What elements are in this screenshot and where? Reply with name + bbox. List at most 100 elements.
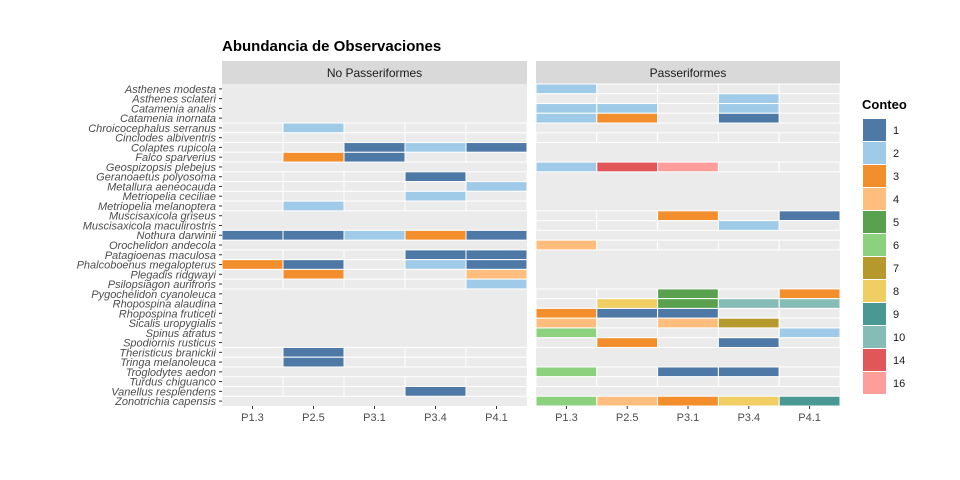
y-tick-label: Vanellus resplendens xyxy=(111,386,216,398)
tile-falco-sparverius-p1-3 xyxy=(221,151,284,163)
tile-muscisaxicola-griseus-p3-1 xyxy=(657,210,719,222)
x-tick-label: P3.4 xyxy=(424,412,447,424)
tile-spodiornis-rusticus-p2-5 xyxy=(596,337,659,348)
y-tick-label: Catamenia analis xyxy=(131,103,216,115)
y-tick-label: Spinus atratus xyxy=(146,328,217,340)
tile-zonotrichia-capensis-p3-1 xyxy=(657,395,719,407)
tile-spodiornis-rusticus-p1-3 xyxy=(535,337,598,348)
y-tick-label: Metriopelia ceciliae xyxy=(122,191,216,203)
y-tick-label: Rhopospina alaudina xyxy=(113,299,216,311)
tile-turdus-chiguanco-p3-1 xyxy=(657,376,719,387)
facet-strip xyxy=(536,61,840,84)
tile-troglodytes-aedon-p3-4 xyxy=(717,366,780,378)
tile-rhopospina-alaudina-p4-1 xyxy=(778,298,841,309)
y-tick-label: Colaptes rupicola xyxy=(131,142,216,154)
tile-plegadis-ridgwayi-p2-5 xyxy=(282,268,345,280)
tile-spinus-atratus-p3-4 xyxy=(717,327,780,339)
tile-phalcoboenus-megalopterus-p3-4 xyxy=(404,259,467,270)
tile-tringa-melanoleuca-p4-1 xyxy=(465,356,528,368)
facet-strip-label: Passeriformes xyxy=(650,66,727,80)
y-tick-label: Geranoaetus polyosoma xyxy=(96,172,216,184)
tile-cinclodes-albiventris-p3-1 xyxy=(343,132,406,144)
tile-catamenia-analis-p4-1 xyxy=(778,103,841,114)
legend-label: 10 xyxy=(893,332,905,344)
tile-vanellus-resplendens-p2-5 xyxy=(282,385,345,397)
tile-sicalis-uropygialis-p1-3 xyxy=(535,317,598,329)
tile-catamenia-inornata-p4-1 xyxy=(778,112,841,124)
tile-metallura-aeneocauda-p3-1 xyxy=(343,181,406,192)
tile-chroicocephalus-serranus-p3-4 xyxy=(404,122,467,134)
tile-geranoaetus-polyosoma-p4-1 xyxy=(465,171,528,183)
tile-geospizopsis-plebejus-p3-1 xyxy=(657,161,719,173)
y-tick-label: Theristicus branickii xyxy=(119,347,216,359)
tile-metriopelia-ceciliae-p1-3 xyxy=(221,190,284,202)
tile-falco-sparverius-p2-5 xyxy=(282,151,345,163)
legend-key-4 xyxy=(863,188,886,210)
tile-zonotrichia-capensis-p3-4 xyxy=(717,395,780,407)
tile-colaptes-rupicola-p3-4 xyxy=(404,142,467,153)
legend-label: 1 xyxy=(893,125,899,137)
tile-pygochelidon-cyanoleuca-p3-1 xyxy=(657,288,719,300)
tile-metallura-aeneocauda-p3-4 xyxy=(404,181,467,192)
tile-metriopelia-melanoptera-p2-5 xyxy=(282,200,345,212)
tile-pygochelidon-cyanoleuca-p1-3 xyxy=(535,288,598,300)
tile-metriopelia-ceciliae-p4-1 xyxy=(465,190,528,202)
tile-metriopelia-melanoptera-p1-3 xyxy=(221,200,284,212)
legend-label: 6 xyxy=(893,240,899,252)
tile-turdus-chiguanco-p4-1 xyxy=(465,376,528,387)
tile-zonotrichia-capensis-p4-1 xyxy=(778,395,841,407)
tile-colaptes-rupicola-p1-3 xyxy=(221,142,284,153)
tile-cinclodes-albiventris-p1-3 xyxy=(221,132,284,144)
tile-muscisaxicola-maculirostris-p4-1 xyxy=(778,220,841,231)
legend-key-3 xyxy=(863,165,886,187)
tile-nothura-darwinii-p4-1 xyxy=(465,229,528,241)
tile-psilopsiagon-aurifrons-p3-1 xyxy=(343,278,406,290)
tile-metriopelia-melanoptera-p4-1 xyxy=(465,200,528,212)
x-tick-label: P3.1 xyxy=(363,412,386,424)
tile-plegadis-ridgwayi-p1-3 xyxy=(221,268,284,280)
tile-catamenia-analis-p3-4 xyxy=(717,103,780,114)
tile-sicalis-uropygialis-p2-5 xyxy=(596,317,659,329)
legend-label: 5 xyxy=(893,217,899,229)
chart-title: Abundancia de Observaciones xyxy=(222,38,441,55)
x-tick-label: P3.1 xyxy=(677,412,700,424)
tile-vanellus-resplendens-p1-3 xyxy=(221,385,284,397)
y-tick-label: Nothura darwinii xyxy=(137,230,217,242)
tile-cinclodes-albiventris-p4-1 xyxy=(778,132,841,144)
tile-geranoaetus-polyosoma-p1-3 xyxy=(221,171,284,183)
tile-rhopospina-alaudina-p3-1 xyxy=(657,298,719,309)
y-tick-label: Sicalis uropygialis xyxy=(129,318,217,330)
tile-asthenes-sclateri-p1-3 xyxy=(535,93,598,105)
y-tick-label: Metallura aeneocauda xyxy=(107,181,216,193)
tile-patagioenas-maculosa-p4-1 xyxy=(465,249,528,261)
y-tick-label: Troglodytes aedon xyxy=(126,367,216,379)
tile-zonotrichia-capensis-p1-3 xyxy=(535,395,598,407)
y-tick-label: Chroicocephalus serranus xyxy=(88,123,216,135)
tile-metriopelia-melanoptera-p3-1 xyxy=(343,200,406,212)
y-tick-label: Orochelidon andecola xyxy=(109,240,216,252)
tile-geranoaetus-polyosoma-p3-1 xyxy=(343,171,406,183)
legend-key-1 xyxy=(863,119,886,141)
tile-asthenes-sclateri-p2-5 xyxy=(596,93,659,105)
tile-phalcoboenus-megalopterus-p1-3 xyxy=(221,259,284,270)
tile-muscisaxicola-maculirostris-p3-1 xyxy=(657,220,719,231)
tile-nothura-darwinii-p3-4 xyxy=(404,229,467,241)
tile-colaptes-rupicola-p3-1 xyxy=(343,142,406,153)
tile-vanellus-resplendens-p3-1 xyxy=(343,385,406,397)
tile-orochelidon-andecola-p3-1 xyxy=(657,239,719,251)
y-tick-label: Rhopospina fruticeti xyxy=(119,308,217,320)
legend-label: 16 xyxy=(893,378,905,390)
tile-troglodytes-aedon-p3-1 xyxy=(657,366,719,378)
tile-chroicocephalus-serranus-p1-3 xyxy=(221,122,284,134)
tile-tringa-melanoleuca-p1-3 xyxy=(221,356,284,368)
tile-psilopsiagon-aurifrons-p1-3 xyxy=(221,278,284,290)
tile-asthenes-modesta-p2-5 xyxy=(596,83,659,95)
tile-troglodytes-aedon-p1-3 xyxy=(535,366,598,378)
tile-spodiornis-rusticus-p3-4 xyxy=(717,337,780,348)
x-tick-label: P2.5 xyxy=(302,412,325,424)
tile-turdus-chiguanco-p1-3 xyxy=(535,376,598,387)
y-tick-label: Psilopsiagon aurifrons xyxy=(108,279,217,291)
legend-key-6 xyxy=(863,234,886,256)
tile-muscisaxicola-maculirostris-p2-5 xyxy=(596,220,659,231)
